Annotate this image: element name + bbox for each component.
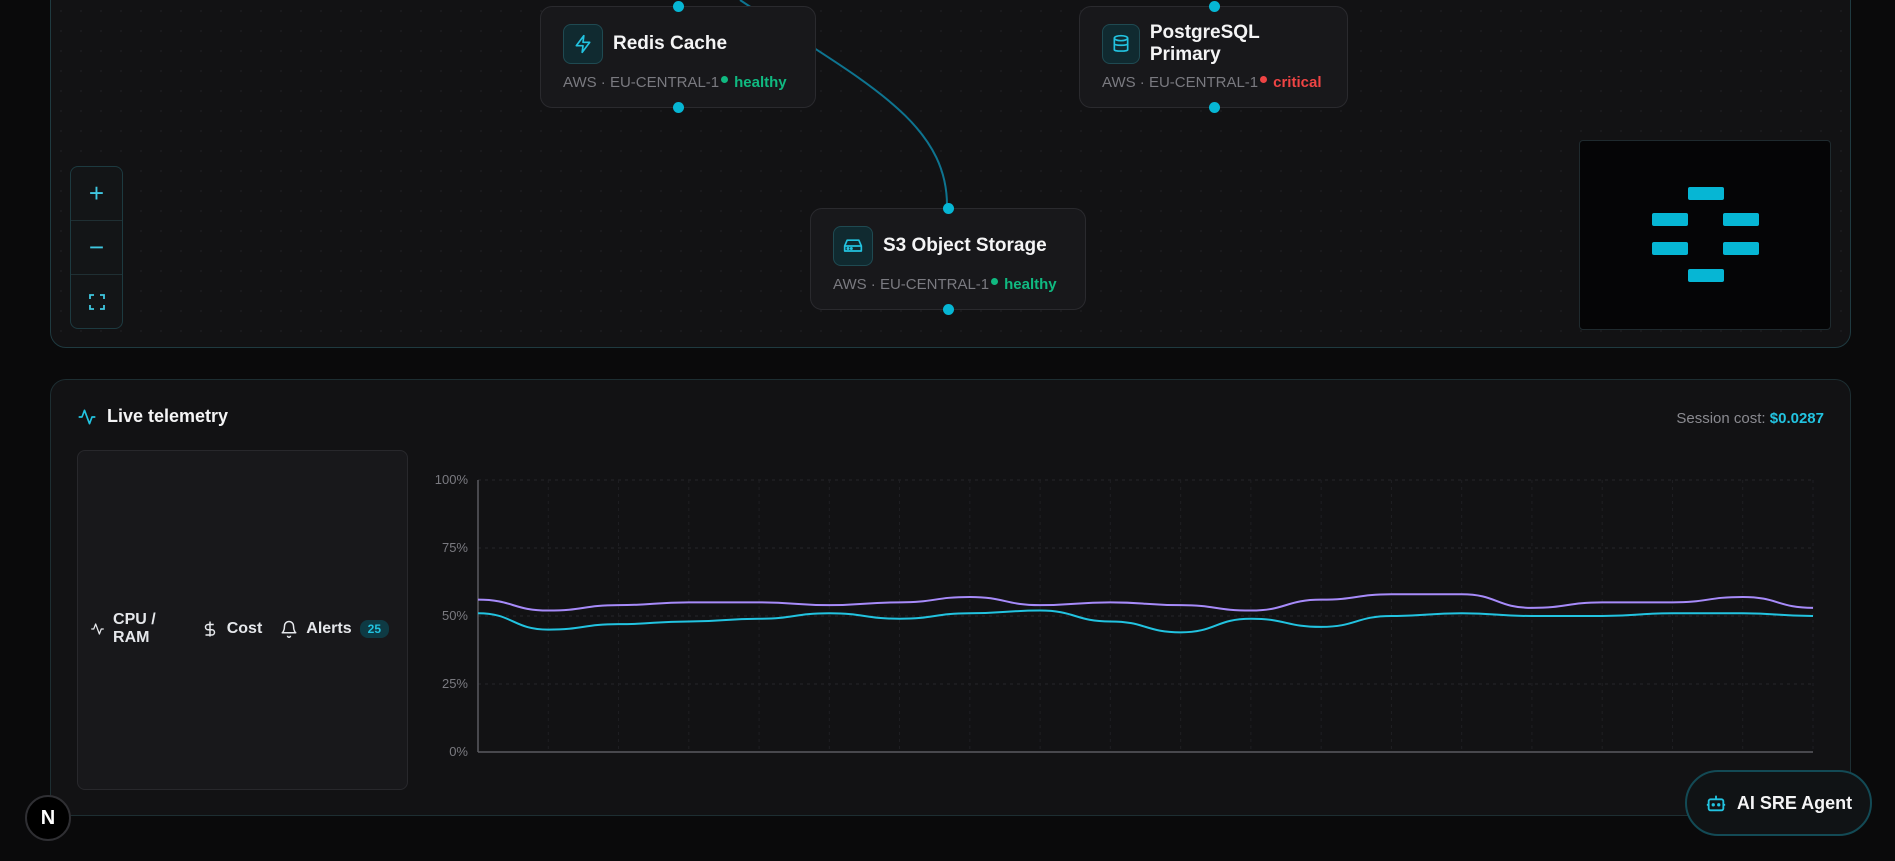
zap-icon	[563, 24, 603, 64]
node-title: PostgreSQL Primary	[1149, 22, 1260, 65]
alerts-count-badge: 25	[359, 620, 389, 638]
node-handle-top[interactable]	[943, 203, 954, 214]
status-badge: healthy	[734, 74, 787, 91]
bot-icon	[1706, 795, 1725, 812]
minimap-node	[1723, 242, 1759, 255]
telemetry-header: Live telemetry	[77, 406, 228, 427]
zoom-controls: + −	[70, 166, 123, 329]
node-s3-object-storage[interactable]: S3 Object Storage AWS · EU-CENTRAL-1 hea…	[810, 203, 1086, 315]
y-tick-label: 100%	[435, 472, 469, 487]
bell-icon	[281, 620, 297, 638]
node-handle-bottom[interactable]	[1208, 102, 1220, 113]
series-line-0	[477, 593, 1814, 612]
status-badge: healthy	[1004, 276, 1057, 293]
minimap-node	[1652, 242, 1688, 255]
minimap[interactable]	[1579, 140, 1831, 330]
minimap-node	[1652, 213, 1688, 226]
minimap-node	[1688, 187, 1724, 200]
session-cost-value: $0.0287	[1769, 410, 1824, 427]
status-dot	[721, 76, 729, 83]
node-region: AWS · EU-CENTRAL-1	[563, 74, 720, 91]
tab-cost[interactable]: Cost	[201, 620, 263, 638]
status-dot	[991, 278, 999, 285]
y-tick-label: 25%	[442, 676, 468, 691]
activity-icon	[78, 409, 96, 424]
activity-icon	[91, 623, 104, 635]
tab-alerts[interactable]: Alerts 25	[280, 620, 389, 638]
tab-label: Cost	[226, 620, 263, 637]
tab-label: CPU / RAM	[113, 611, 156, 646]
session-cost: Session cost: $0.0287	[1676, 410, 1824, 427]
node-handle-bottom[interactable]	[943, 304, 954, 315]
node-title: Redis Cache	[613, 33, 728, 54]
fit-view-icon	[88, 294, 105, 310]
dollar-icon	[204, 621, 215, 637]
telemetry-tabs: CPU / RAM Cost Alerts 25	[90, 611, 407, 647]
ai-sre-agent-label: AI SRE Agent	[1736, 792, 1853, 813]
zoom-out-button[interactable]: −	[71, 221, 122, 275]
zoom-in-button[interactable]: +	[71, 167, 122, 221]
node-region: AWS · EU-CENTRAL-1	[1102, 74, 1259, 91]
node-title: S3 Object Storage	[883, 235, 1047, 256]
node-handle-bottom[interactable]	[673, 102, 684, 113]
status-dot	[1260, 76, 1268, 83]
ai-sre-agent-button[interactable]: AI SRE Agent	[1685, 770, 1872, 836]
database-icon	[1102, 24, 1140, 64]
hard-drive-icon	[833, 226, 873, 266]
node-region: AWS · EU-CENTRAL-1	[833, 276, 990, 293]
minimap-node	[1723, 213, 1759, 226]
telemetry-chart: 0%25%50%75%100%20:18:0820:18:1020:18:122…	[435, 472, 1814, 756]
node-handle-top[interactable]	[673, 1, 684, 12]
minimap-node	[1688, 269, 1724, 282]
session-cost-label: Session cost:	[1676, 410, 1766, 427]
status-badge: critical	[1273, 74, 1322, 91]
node-postgresql-primary[interactable]: PostgreSQL Primary AWS · EU-CENTRAL-1 cr…	[1079, 1, 1348, 113]
fit-view-button[interactable]	[71, 275, 122, 329]
nextjs-badge[interactable]: N	[25, 795, 71, 841]
series-line-1	[477, 609, 1814, 634]
topology-canvas[interactable]	[50, 0, 1851, 348]
tab-cpu-ram[interactable]: CPU / RAM	[90, 611, 183, 647]
y-tick-label: 0%	[449, 744, 468, 756]
node-redis-cache[interactable]: Redis Cache AWS · EU-CENTRAL-1 healthy	[540, 1, 816, 113]
telemetry-title: Live telemetry	[107, 406, 229, 426]
y-tick-label: 75%	[442, 540, 468, 555]
telemetry-tabs-box: CPU / RAM Cost Alerts 25	[77, 450, 408, 790]
tab-label: Alerts	[306, 620, 352, 637]
y-tick-label: 50%	[442, 608, 468, 623]
node-handle-top[interactable]	[1208, 1, 1220, 12]
